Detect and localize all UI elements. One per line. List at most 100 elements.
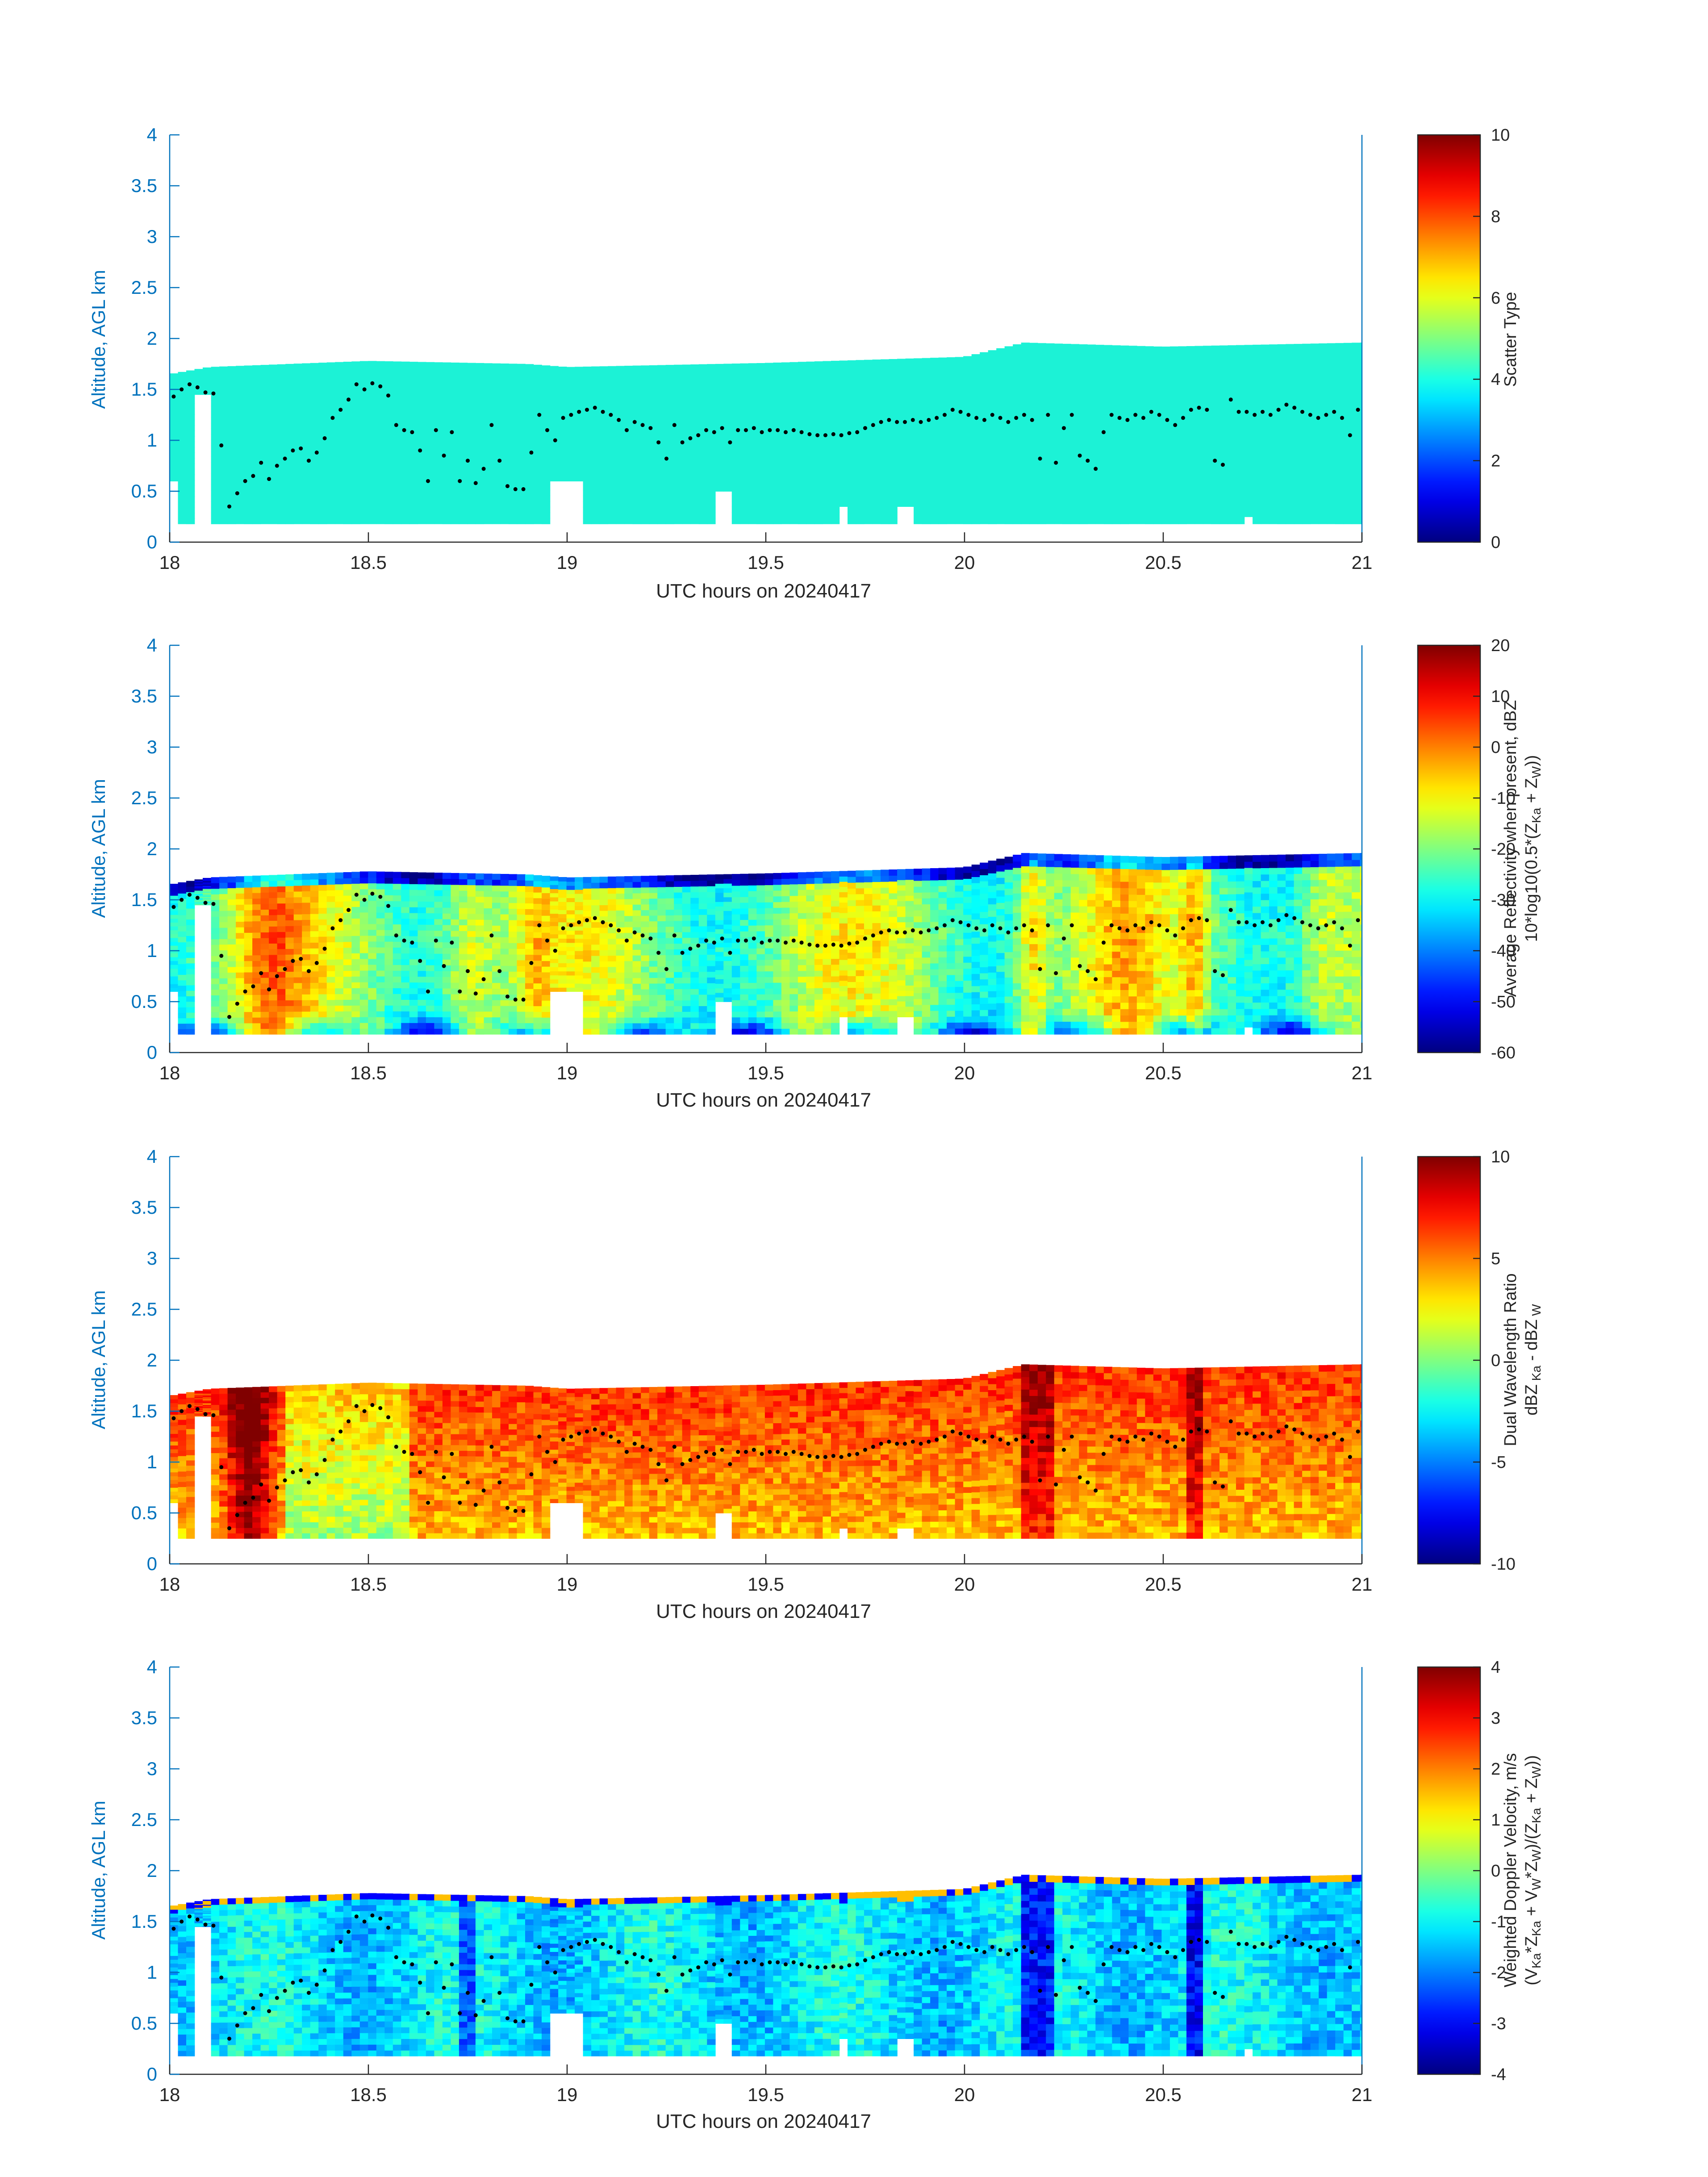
heatmap-cell bbox=[1203, 428, 1212, 435]
heatmap-cell bbox=[938, 440, 947, 447]
heatmap-cell bbox=[194, 903, 203, 905]
heatmap-cell bbox=[1004, 435, 1013, 442]
heatmap-cell bbox=[1128, 517, 1137, 524]
heatmap-cell bbox=[326, 443, 335, 449]
heatmap-cell bbox=[492, 506, 501, 513]
heatmap-cell bbox=[1004, 505, 1013, 512]
heatmap-cell bbox=[1062, 479, 1071, 486]
heatmap-cell bbox=[293, 1028, 302, 1035]
heatmap-cell bbox=[1360, 420, 1362, 427]
heatmap-cell bbox=[897, 432, 906, 439]
heatmap-cell bbox=[1004, 403, 1013, 410]
heatmap-cell bbox=[1286, 369, 1295, 377]
heatmap-cell bbox=[1070, 460, 1080, 467]
heatmap-cell bbox=[310, 489, 319, 496]
heatmap-cell bbox=[1004, 429, 1013, 435]
heatmap-cell bbox=[988, 493, 997, 500]
heatmap-cell bbox=[864, 383, 873, 389]
heatmap-cell bbox=[1368, 401, 1377, 408]
heatmap-cell bbox=[401, 419, 410, 426]
heatmap-cell bbox=[170, 953, 179, 957]
heatmap-cell bbox=[343, 425, 352, 432]
heatmap-cell bbox=[1186, 479, 1195, 486]
heatmap-cell bbox=[930, 518, 939, 524]
heatmap-cell bbox=[1393, 349, 1402, 356]
heatmap-cell bbox=[368, 448, 377, 455]
heatmap-cell bbox=[426, 512, 435, 518]
heatmap-cell bbox=[227, 394, 236, 401]
heatmap-cell bbox=[409, 443, 418, 449]
heatmap-cell bbox=[326, 402, 335, 409]
heatmap-cell bbox=[542, 422, 551, 428]
heatmap-cell bbox=[1070, 427, 1080, 435]
heatmap-cell bbox=[393, 477, 402, 484]
heatmap-cell bbox=[1062, 356, 1071, 364]
heatmap-cell bbox=[335, 402, 344, 409]
heatmap-cell bbox=[260, 370, 269, 377]
heatmap-cell bbox=[393, 431, 402, 437]
heatmap-cell bbox=[459, 363, 468, 369]
heatmap-cell bbox=[227, 983, 236, 990]
heatmap-cell bbox=[277, 461, 286, 468]
heatmap-cell bbox=[1079, 414, 1088, 422]
heatmap-cell bbox=[219, 939, 228, 945]
heatmap-cell bbox=[566, 379, 575, 384]
heatmap-cell bbox=[1079, 504, 1088, 512]
heatmap-cell bbox=[326, 368, 335, 374]
heatmap-cell bbox=[823, 494, 831, 501]
heatmap-cell bbox=[1178, 473, 1187, 480]
heatmap-cell bbox=[1186, 403, 1195, 410]
heatmap-cell bbox=[475, 449, 484, 455]
heatmap-cell bbox=[550, 390, 559, 395]
heatmap-cell bbox=[326, 495, 335, 501]
heatmap-cell bbox=[806, 414, 815, 420]
heatmap-cell bbox=[1153, 498, 1162, 506]
heatmap-cell bbox=[310, 495, 319, 501]
heatmap-cell bbox=[839, 439, 848, 444]
heatmap-cell bbox=[731, 364, 741, 370]
heatmap-cell bbox=[889, 423, 898, 430]
heatmap-cell bbox=[277, 409, 286, 416]
heatmap-cell bbox=[1120, 454, 1129, 461]
heatmap-cell bbox=[269, 1006, 278, 1012]
heatmap-cell bbox=[881, 365, 889, 372]
heatmap-cell bbox=[1054, 427, 1063, 434]
heatmap-cell bbox=[914, 518, 923, 524]
heatmap-cell bbox=[475, 426, 484, 433]
heatmap-cell bbox=[219, 490, 228, 496]
heatmap-cell bbox=[492, 392, 501, 398]
heatmap-cell bbox=[418, 472, 426, 478]
heatmap-cell bbox=[988, 406, 997, 413]
heatmap-cell bbox=[723, 391, 732, 396]
heatmap-cell bbox=[773, 397, 782, 403]
heatmap-cell bbox=[707, 409, 716, 416]
heatmap-cell bbox=[418, 506, 426, 513]
heatmap-cell bbox=[384, 414, 393, 420]
heatmap-cell bbox=[475, 420, 484, 427]
heatmap-cell bbox=[624, 366, 633, 372]
heatmap-cell bbox=[451, 466, 459, 472]
heatmap-cell bbox=[426, 431, 435, 438]
heatmap-cell bbox=[938, 506, 947, 513]
heatmap-cell bbox=[823, 512, 831, 518]
heatmap-cell bbox=[269, 994, 278, 1001]
heatmap-cell bbox=[384, 460, 393, 466]
cloud-base-dot bbox=[370, 381, 375, 385]
heatmap-cell bbox=[293, 398, 302, 404]
heatmap-cell bbox=[1261, 364, 1270, 371]
heatmap-cell bbox=[285, 1017, 294, 1024]
heatmap-cell bbox=[1244, 394, 1253, 401]
heatmap-cell bbox=[1046, 369, 1055, 376]
heatmap-cell bbox=[715, 473, 724, 478]
heatmap-cell bbox=[326, 472, 335, 478]
heatmap-cell bbox=[211, 995, 220, 1001]
heatmap-cell bbox=[285, 415, 294, 422]
heatmap-cell bbox=[1368, 479, 1377, 485]
heatmap-cell bbox=[649, 450, 658, 456]
heatmap-cell bbox=[467, 437, 476, 444]
heatmap-cell bbox=[1360, 433, 1362, 440]
heatmap-cell bbox=[856, 413, 864, 419]
heatmap-cell bbox=[922, 447, 931, 453]
heatmap-cell bbox=[566, 375, 575, 380]
heatmap-cell bbox=[542, 393, 551, 400]
